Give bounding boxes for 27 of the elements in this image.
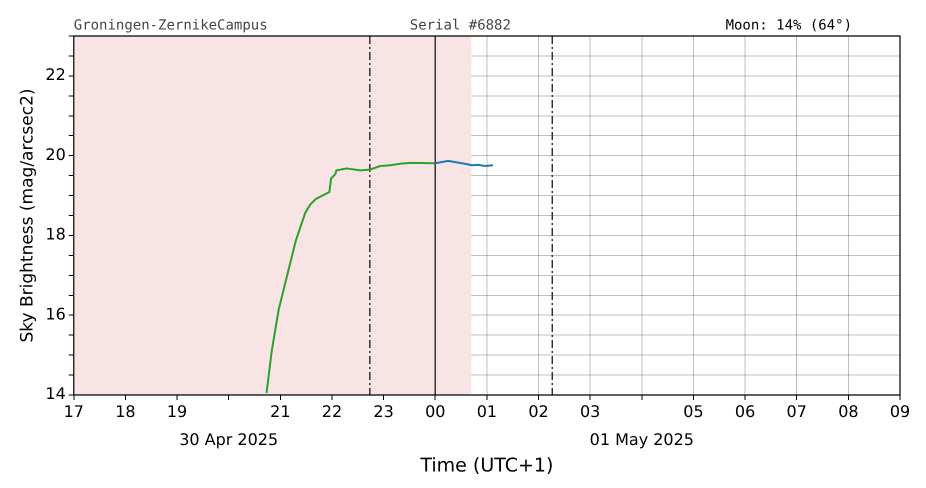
x-tick-label: 09 [890, 402, 910, 421]
x-tick-label: 22 [322, 402, 342, 421]
y-tick-label: 22 [45, 65, 66, 84]
x-tick-label: 06 [734, 402, 756, 421]
y-tick-label: 16 [45, 304, 66, 324]
x-tick-label: 18 [115, 402, 136, 421]
y-tick-label: 14 [45, 384, 66, 404]
y-tick-label: 18 [45, 224, 66, 244]
x-tick-label: 00 [425, 402, 446, 421]
y-axis-title: Sky Brightness (mag/arcsec2) [18, 88, 38, 343]
text: Serial #6882 [410, 18, 511, 34]
x-tick-label: 02 [528, 402, 549, 421]
text: 30 Apr 2025 [179, 430, 278, 450]
x-tick-label: 17 [64, 402, 84, 421]
x-tick-label: 01 [476, 402, 498, 421]
y-tick-label: 20 [45, 144, 66, 164]
x-tick-label: 08 [838, 402, 859, 421]
text: Groningen-ZernikeCampus [74, 18, 268, 34]
x-tick-label: 23 [373, 402, 394, 421]
x-tick-label: 07 [786, 402, 807, 421]
x-tick-label: 21 [270, 402, 290, 421]
x-tick-label: 05 [683, 402, 704, 421]
x-axis-title: Time (UTC+1) [419, 454, 554, 477]
text: Moon: 14% (64°) [726, 18, 852, 34]
text: 01 May 2025 [590, 430, 694, 450]
x-tick-label: 19 [166, 402, 188, 421]
x-tick-label: 03 [580, 402, 600, 421]
